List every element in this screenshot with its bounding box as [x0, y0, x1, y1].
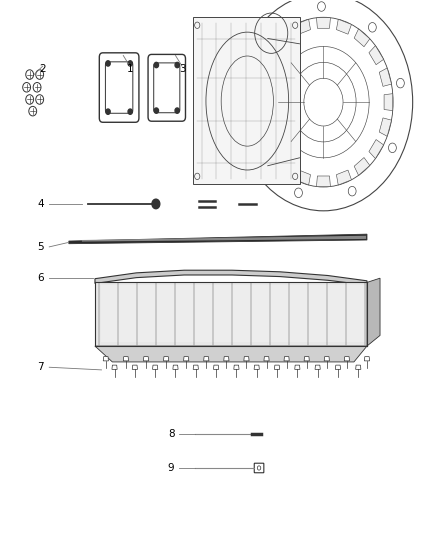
Polygon shape [336, 170, 351, 185]
Polygon shape [295, 365, 300, 369]
Polygon shape [152, 365, 158, 369]
Polygon shape [275, 365, 279, 369]
Polygon shape [295, 170, 311, 185]
Circle shape [154, 108, 159, 114]
Circle shape [152, 199, 160, 209]
Polygon shape [369, 46, 384, 64]
Circle shape [128, 109, 132, 114]
Text: 1: 1 [127, 64, 133, 74]
Polygon shape [103, 357, 109, 361]
Polygon shape [344, 357, 350, 361]
Text: 7: 7 [37, 362, 44, 372]
Text: 2: 2 [39, 64, 46, 74]
Polygon shape [193, 17, 300, 184]
Text: 9: 9 [168, 463, 174, 473]
Polygon shape [315, 365, 320, 369]
FancyBboxPatch shape [254, 463, 264, 473]
Text: 3: 3 [179, 64, 185, 74]
Text: 8: 8 [168, 429, 174, 439]
Polygon shape [95, 282, 367, 346]
Polygon shape [82, 236, 366, 241]
Polygon shape [69, 234, 367, 244]
Text: 4: 4 [37, 199, 44, 209]
Circle shape [106, 61, 110, 66]
Polygon shape [204, 357, 209, 361]
FancyBboxPatch shape [148, 54, 185, 121]
FancyBboxPatch shape [106, 62, 133, 114]
Polygon shape [184, 357, 189, 361]
Text: 5: 5 [37, 242, 44, 252]
Polygon shape [284, 357, 289, 361]
Polygon shape [255, 118, 268, 136]
Polygon shape [254, 365, 259, 369]
Text: 6: 6 [37, 273, 44, 283]
Polygon shape [324, 357, 329, 361]
Circle shape [175, 62, 180, 68]
Circle shape [106, 109, 110, 114]
Polygon shape [173, 365, 178, 369]
Polygon shape [384, 94, 393, 111]
Polygon shape [143, 357, 148, 361]
Polygon shape [255, 68, 268, 86]
Circle shape [154, 62, 159, 68]
Polygon shape [354, 29, 370, 47]
Polygon shape [193, 365, 198, 369]
Polygon shape [224, 357, 229, 361]
Polygon shape [304, 357, 309, 361]
Polygon shape [379, 118, 392, 136]
Polygon shape [263, 46, 278, 64]
Polygon shape [317, 18, 330, 28]
Polygon shape [336, 365, 341, 369]
Polygon shape [112, 365, 117, 369]
Polygon shape [213, 365, 219, 369]
Polygon shape [367, 278, 380, 346]
Polygon shape [295, 19, 311, 34]
Polygon shape [132, 365, 138, 369]
Polygon shape [254, 94, 263, 111]
Polygon shape [354, 158, 370, 175]
Polygon shape [277, 29, 293, 47]
Polygon shape [102, 285, 365, 342]
Polygon shape [234, 365, 239, 369]
Polygon shape [369, 140, 384, 159]
FancyBboxPatch shape [154, 63, 180, 113]
Polygon shape [364, 357, 370, 361]
FancyBboxPatch shape [99, 53, 139, 122]
Circle shape [128, 61, 132, 66]
Polygon shape [95, 270, 367, 285]
Polygon shape [95, 346, 367, 362]
Polygon shape [379, 68, 392, 86]
Circle shape [175, 108, 180, 114]
Polygon shape [264, 357, 269, 361]
Polygon shape [163, 357, 169, 361]
Polygon shape [336, 19, 351, 34]
Polygon shape [317, 176, 330, 187]
Polygon shape [277, 158, 293, 175]
Polygon shape [244, 357, 249, 361]
Polygon shape [263, 140, 278, 159]
Polygon shape [356, 365, 361, 369]
Polygon shape [124, 357, 128, 361]
